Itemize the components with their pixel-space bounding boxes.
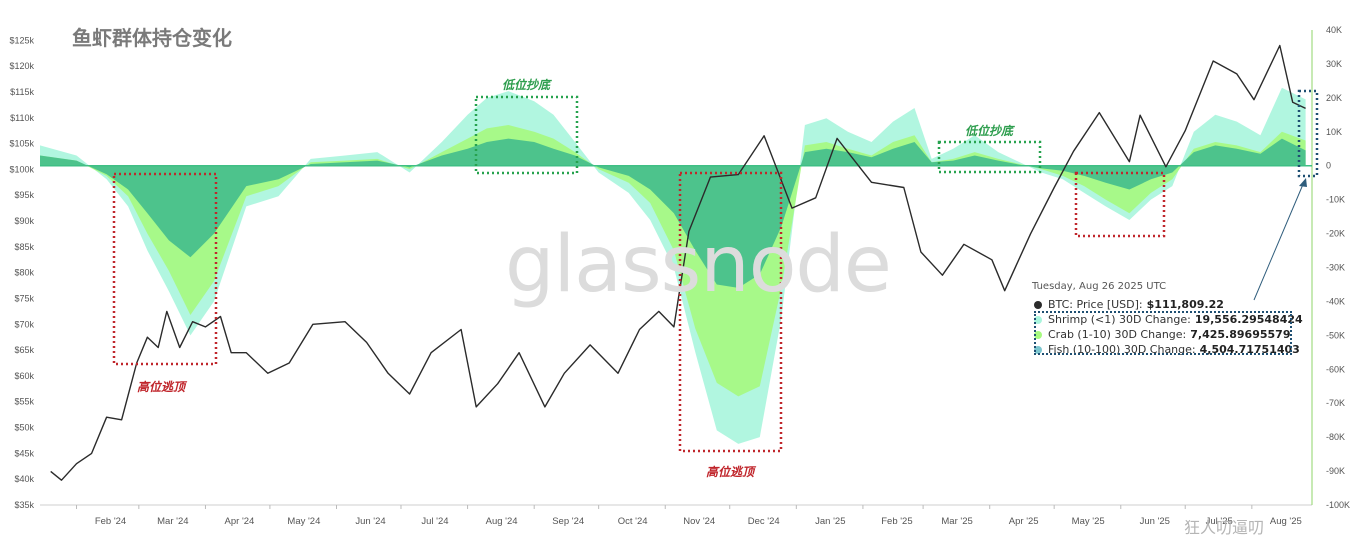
x-tick-label: Mar '24 [157, 516, 188, 527]
tooltip-label: Fish (10-100) 30D Change: [1048, 343, 1196, 356]
right-tick-label: -40K [1326, 296, 1345, 306]
annotation-low-buy-2: 低位抄底 [965, 124, 1014, 138]
left-tick-label: $115k [10, 87, 34, 97]
right-tick-label: 10K [1326, 127, 1342, 137]
right-tick-label: -20K [1326, 229, 1345, 239]
right-tick-label: 20K [1326, 93, 1342, 103]
low-buy-box-2 [937, 140, 1042, 174]
left-tick-label: $40k [14, 474, 34, 484]
left-tick-label: $125k [9, 35, 34, 45]
tooltip-value: $111,809.22 [1146, 298, 1224, 311]
x-tick-label: Apr '25 [1009, 516, 1039, 527]
x-tick-label: Feb '25 [881, 516, 912, 527]
left-tick-label: $75k [14, 293, 34, 303]
left-tick-label: $65k [14, 345, 34, 355]
tooltip-label: Crab (1-10) 30D Change: [1048, 328, 1187, 341]
glassnode-watermark: glassnode [505, 220, 892, 310]
right-tick-label: -60K [1326, 364, 1345, 374]
left-tick-label: $100k [9, 164, 34, 174]
x-tick-label: Aug '25 [1270, 516, 1302, 527]
tooltip-label: Shrimp (<1) 30D Change: [1048, 313, 1191, 326]
btc-price-line [50, 44, 1306, 481]
right-tick-label: 40K [1326, 25, 1342, 35]
low-buy-box-1 [474, 95, 579, 175]
tooltip-label: BTC: Price [USD]: [1048, 298, 1143, 311]
tooltip-row-price: BTC: Price [USD]: $111,809.22 [1032, 297, 1332, 312]
tooltip-value: 4,504.71751403 [1199, 343, 1300, 356]
tooltip-arrow-line [1253, 181, 1305, 301]
left-tick-label: $105k [9, 139, 34, 149]
left-tick-label: $45k [14, 448, 34, 458]
annotation-high-exit-2: 高位逃顶 [706, 465, 755, 479]
x-tick-label: Oct '24 [618, 516, 648, 527]
chart-title: 鱼虾群体持仓变化 [72, 26, 232, 50]
tooltip-row-fish: Fish (10-100) 30D Change: 4,504.71751403 [1032, 342, 1332, 357]
x-tick-label: May '25 [1072, 516, 1105, 527]
chart-tooltip: Tuesday, Aug 26 2025 UTC BTC: Price [USD… [1032, 281, 1332, 357]
left-tick-label: $55k [14, 397, 34, 407]
tooltip-date: Tuesday, Aug 26 2025 UTC [1032, 281, 1167, 292]
tooltip-value: 7,425.89695579 [1190, 328, 1291, 341]
annotation-low-buy-1: 低位抄底 [502, 78, 551, 92]
x-tick-label: Jun '24 [355, 516, 385, 527]
right-tick-label: -100K [1326, 500, 1350, 510]
left-tick-label: $95k [14, 190, 34, 200]
right-tick-label: -30K [1326, 263, 1345, 273]
x-tick-label: Jan '25 [815, 516, 845, 527]
left-tick-label: $70k [14, 319, 34, 329]
x-tick-label: May '24 [287, 516, 320, 527]
annotation-high-exit-1: 高位逃顶 [137, 380, 186, 394]
latest-value-box [1297, 89, 1319, 178]
sell-box-3 [1074, 171, 1166, 238]
left-tick-label: $120k [9, 61, 34, 71]
corner-watermark: 狂人叨逼叨 [1184, 518, 1265, 537]
left-tick-label: $50k [14, 423, 34, 433]
x-tick-label: Apr '24 [225, 516, 255, 527]
left-tick-label: $110k [10, 113, 34, 123]
x-tick-label: Jul '24 [421, 516, 448, 527]
left-tick-label: $35k [14, 500, 34, 510]
right-tick-label: -70K [1326, 398, 1345, 408]
left-tick-label: $60k [14, 371, 34, 381]
high-exit-box-1 [112, 172, 218, 366]
x-tick-label: Mar '25 [941, 516, 972, 527]
right-tick-label: -10K [1326, 195, 1345, 205]
right-tick-label: 0 [1326, 161, 1331, 171]
tooltip-dot-shrimp [1034, 315, 1042, 324]
high-exit-box-2 [678, 171, 783, 453]
right-tick-label: -90K [1326, 466, 1345, 476]
x-tick-label: Jun '25 [1140, 516, 1170, 527]
left-tick-label: $90k [14, 216, 34, 226]
area-fish [40, 138, 1306, 288]
right-tick-label: -50K [1326, 330, 1345, 340]
tooltip-row-shrimp: Shrimp (<1) 30D Change: 19,556.29548424 [1032, 312, 1332, 327]
right-tick-label: -80K [1326, 432, 1345, 442]
tooltip-dot-price [1034, 300, 1042, 309]
tooltip-dot-crab [1034, 330, 1042, 339]
left-tick-label: $85k [14, 242, 34, 252]
x-tick-label: Feb '24 [95, 516, 126, 527]
x-tick-label: Nov '24 [683, 516, 715, 527]
tooltip-row-crab: Crab (1-10) 30D Change: 7,425.89695579 [1032, 327, 1332, 342]
right-tick-label: 30K [1326, 59, 1342, 69]
x-tick-label: Dec '24 [748, 516, 780, 527]
x-tick-label: Sep '24 [552, 516, 584, 527]
tooltip-highlight-box [1034, 311, 1292, 355]
x-tick-label: Jul '25 [1206, 516, 1233, 527]
x-tick-label: Aug '24 [486, 516, 518, 527]
left-tick-label: $80k [14, 268, 34, 278]
tooltip-arrow-head [1299, 178, 1307, 187]
tooltip-value: 19,556.29548424 [1194, 313, 1303, 326]
tooltip-dot-fish [1034, 345, 1042, 354]
